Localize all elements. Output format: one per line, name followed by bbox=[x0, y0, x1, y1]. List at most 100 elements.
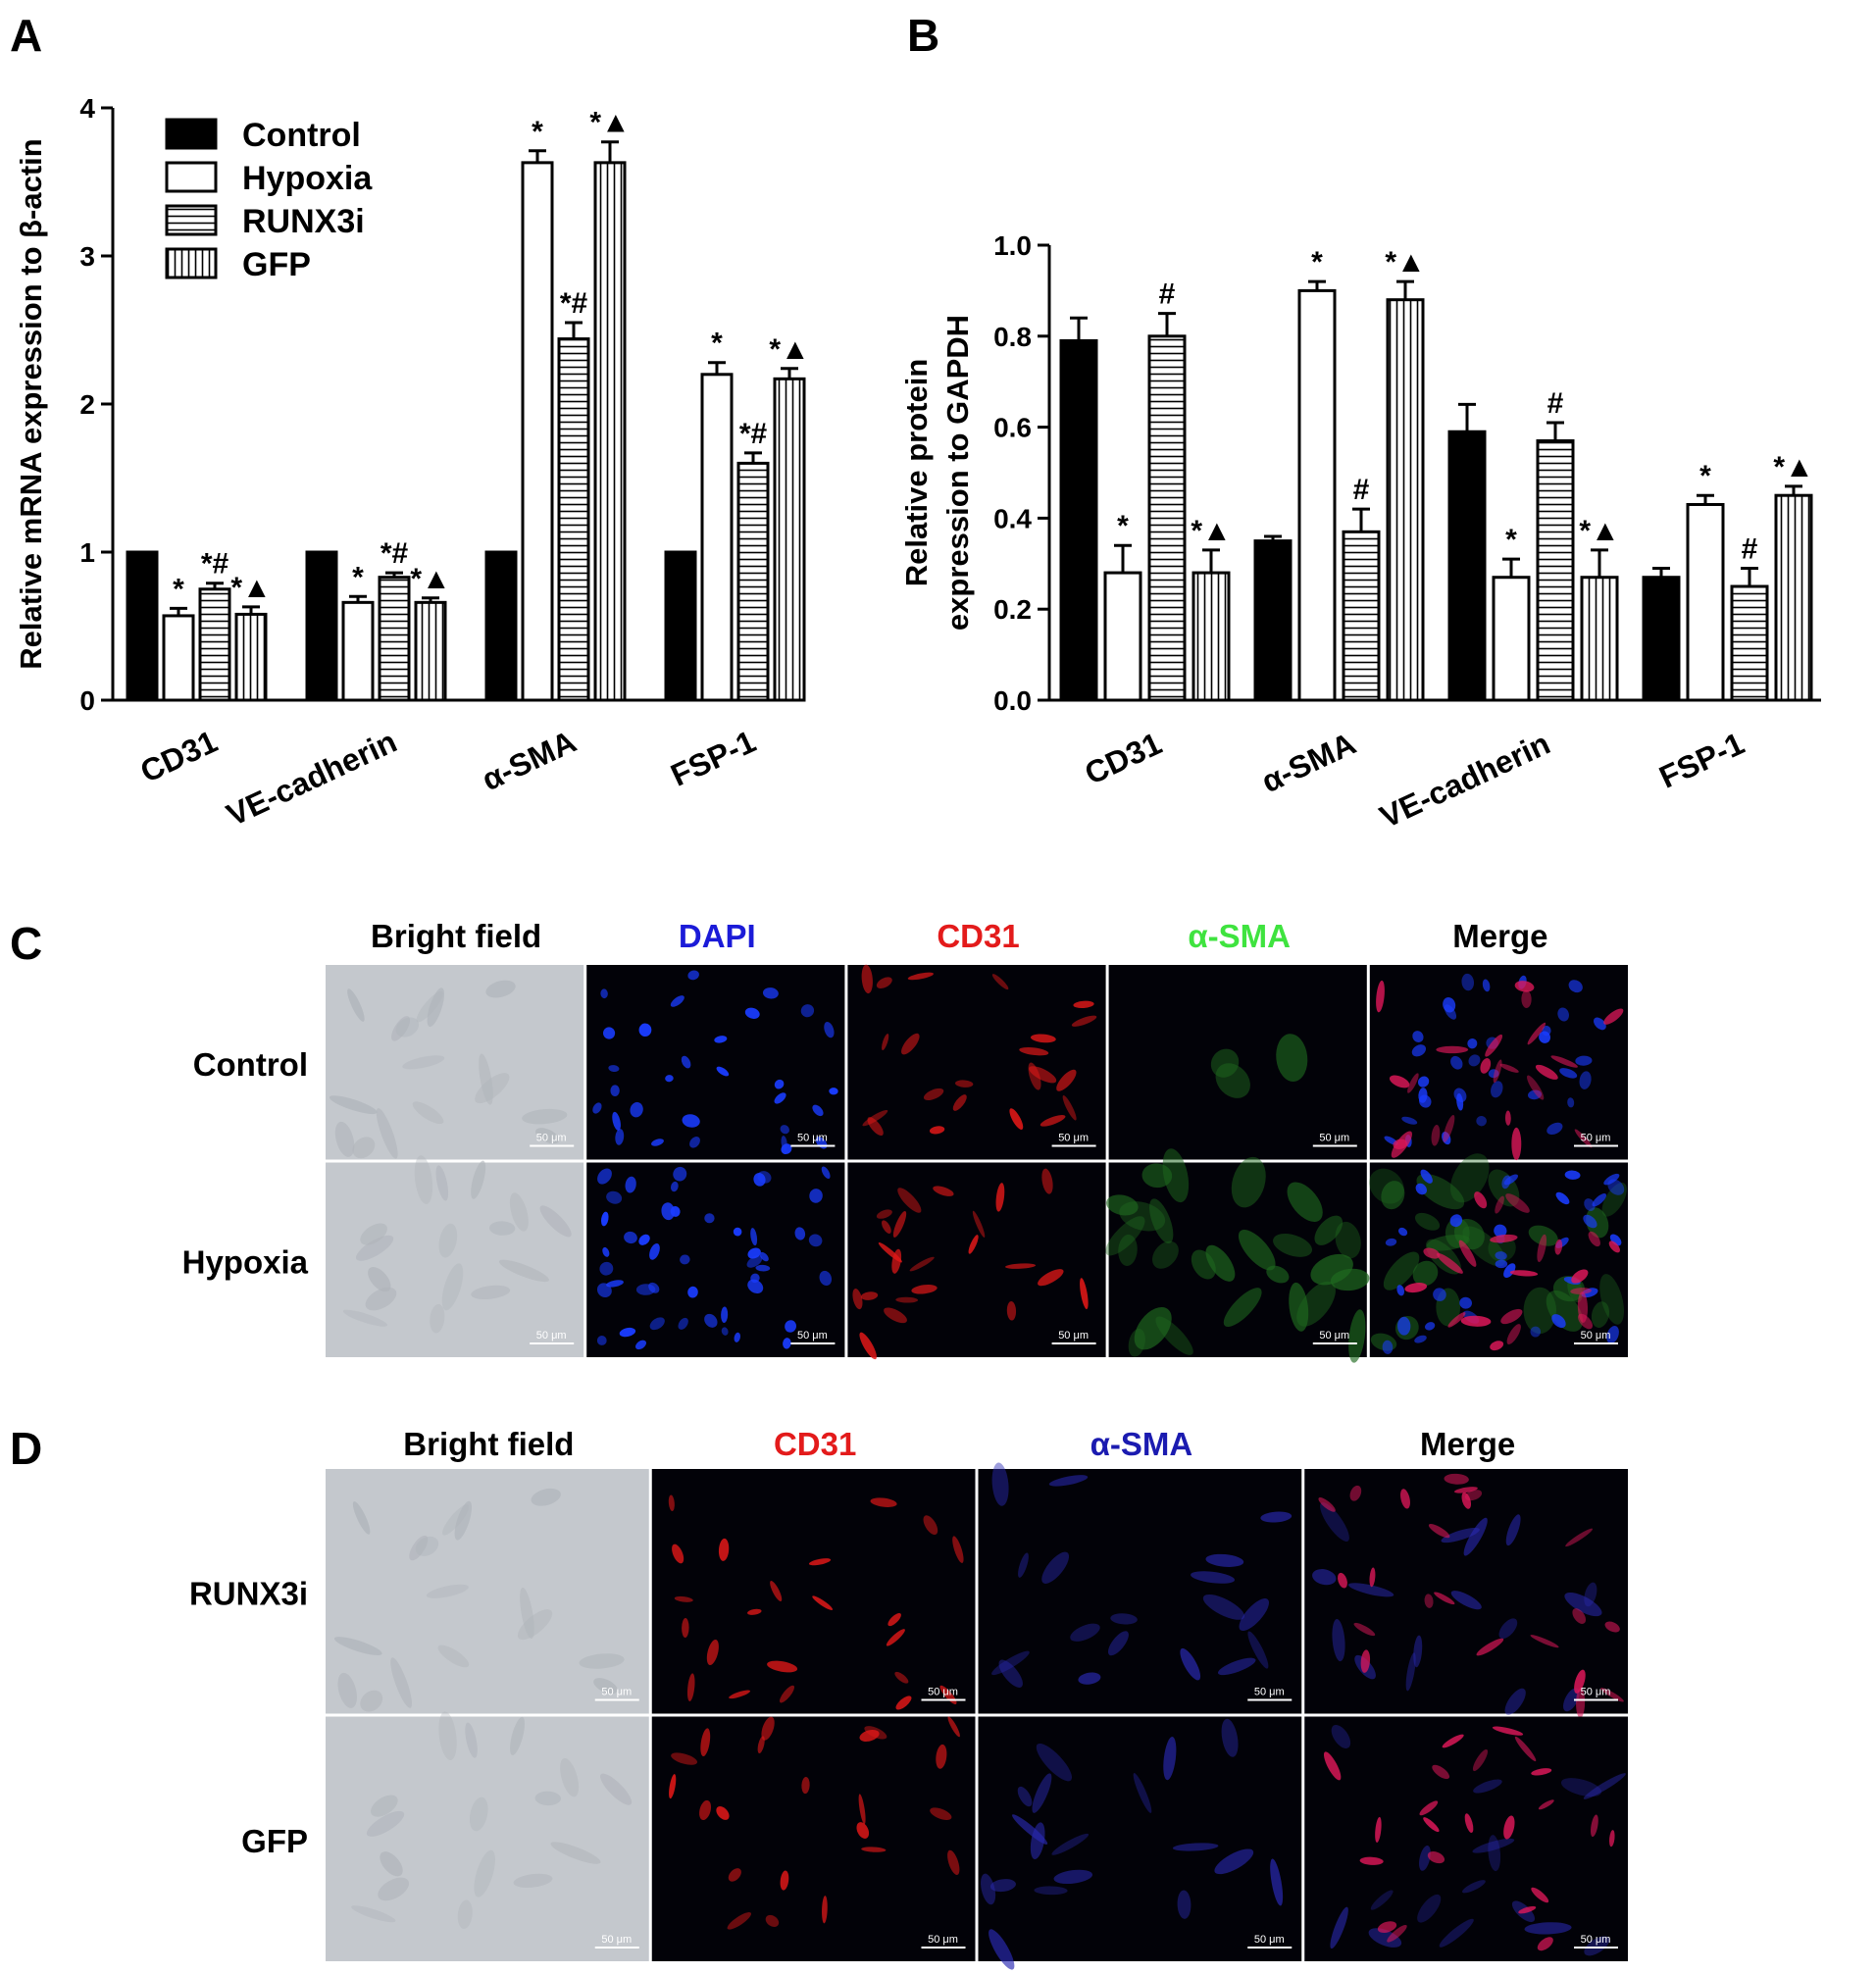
cell bbox=[1417, 1894, 1442, 1923]
bar-hypoxia bbox=[162, 614, 195, 702]
cell bbox=[808, 1558, 832, 1566]
cell bbox=[759, 1251, 769, 1262]
cell bbox=[1551, 1314, 1566, 1329]
significance-mark: *▲ bbox=[1385, 246, 1425, 278]
cell bbox=[1537, 1937, 1553, 1951]
cell bbox=[510, 1716, 526, 1755]
cell bbox=[534, 1791, 561, 1806]
cell bbox=[1560, 1778, 1602, 1797]
cell bbox=[1443, 996, 1456, 1013]
cell bbox=[1495, 1251, 1507, 1260]
cell bbox=[1017, 1786, 1033, 1807]
cell bbox=[469, 1797, 488, 1832]
cell bbox=[1600, 1688, 1624, 1702]
cell bbox=[930, 1807, 952, 1820]
bar-hypoxia bbox=[1103, 571, 1142, 702]
cell bbox=[1118, 1234, 1138, 1266]
legend: Control Hypoxia RUNX3i GFP bbox=[165, 117, 373, 283]
cell bbox=[1443, 1114, 1455, 1142]
cell bbox=[1223, 1288, 1262, 1328]
cell bbox=[1594, 1017, 1606, 1031]
cell bbox=[669, 1774, 677, 1799]
cell bbox=[1433, 1288, 1446, 1301]
cell bbox=[762, 987, 779, 999]
cell bbox=[1528, 1225, 1558, 1246]
cell bbox=[1608, 1830, 1615, 1847]
cell bbox=[947, 1849, 960, 1875]
cell bbox=[1472, 1748, 1489, 1772]
cell bbox=[1431, 1125, 1441, 1146]
cell bbox=[1498, 1618, 1518, 1640]
cell bbox=[1353, 1622, 1376, 1637]
micrograph-background bbox=[847, 965, 1106, 1160]
cell bbox=[780, 1870, 789, 1891]
cell bbox=[635, 1340, 647, 1350]
cell bbox=[337, 1672, 357, 1708]
significance-mark: # bbox=[1159, 278, 1176, 311]
cell bbox=[1530, 1635, 1559, 1648]
cell bbox=[1349, 1485, 1362, 1501]
cell bbox=[852, 1289, 863, 1310]
significance-mark: # bbox=[1547, 387, 1564, 420]
scale-bar-label: 50 μm bbox=[1319, 1133, 1349, 1144]
cell bbox=[721, 1306, 729, 1323]
cell bbox=[861, 1847, 887, 1852]
cell bbox=[1503, 1174, 1518, 1186]
cell bbox=[1537, 1234, 1546, 1263]
column-header: CD31 bbox=[937, 918, 1019, 954]
bar-runx3i bbox=[1536, 439, 1575, 702]
scale-bar-label: 50 μm bbox=[1319, 1330, 1349, 1341]
cell bbox=[1453, 1487, 1478, 1493]
cell bbox=[716, 1066, 730, 1077]
scale-bar-label: 50 μm bbox=[1254, 1687, 1285, 1698]
cell bbox=[1051, 1833, 1090, 1855]
significance-mark: * bbox=[1117, 510, 1129, 542]
row-label: GFP bbox=[241, 1823, 308, 1859]
scale-bar-label: 50 μm bbox=[1581, 1934, 1611, 1946]
micrograph-cd31: 50 μm bbox=[847, 964, 1106, 1160]
micrograph-bright: 50 μm bbox=[326, 965, 584, 1160]
cell bbox=[876, 977, 892, 988]
significance-mark: * bbox=[532, 116, 543, 148]
cell bbox=[1009, 1108, 1024, 1130]
cell bbox=[1528, 1089, 1543, 1100]
cell bbox=[1485, 1034, 1503, 1057]
column-header: CD31 bbox=[774, 1426, 856, 1462]
micrograph-dapi: 50 μm bbox=[586, 1162, 845, 1357]
cell bbox=[747, 1608, 762, 1615]
cell bbox=[1579, 1071, 1592, 1089]
cell bbox=[651, 1139, 664, 1146]
x-tick-label: VE-cadherin bbox=[222, 724, 402, 834]
significance-mark: *# bbox=[739, 418, 768, 450]
cell bbox=[876, 1209, 892, 1219]
row-label: Control bbox=[193, 1046, 308, 1083]
cell bbox=[1221, 1718, 1239, 1757]
cell bbox=[635, 1284, 656, 1295]
cell bbox=[991, 1462, 1009, 1506]
cell bbox=[1503, 1263, 1516, 1279]
micrograph-background bbox=[1108, 965, 1367, 1160]
cell bbox=[1539, 1031, 1550, 1043]
bar-runx3i bbox=[736, 461, 770, 702]
cell bbox=[886, 1629, 905, 1646]
cell bbox=[351, 1905, 396, 1923]
bar-gfp bbox=[773, 377, 806, 702]
cell bbox=[1347, 1583, 1394, 1597]
cell bbox=[1571, 1269, 1589, 1284]
cell bbox=[1152, 1240, 1179, 1269]
cell bbox=[689, 1137, 700, 1148]
cell bbox=[1463, 1517, 1488, 1556]
cell bbox=[1601, 1183, 1627, 1217]
cell bbox=[829, 1088, 838, 1095]
cell bbox=[767, 1660, 798, 1673]
scale-bar-label: 50 μm bbox=[1058, 1133, 1089, 1144]
legend-swatch-control bbox=[165, 118, 218, 150]
cell bbox=[809, 1189, 823, 1203]
cell bbox=[1436, 1252, 1463, 1274]
cell bbox=[1461, 1880, 1486, 1894]
cell bbox=[1381, 1181, 1405, 1210]
cell bbox=[780, 1125, 789, 1135]
cell bbox=[1348, 1309, 1366, 1363]
cell bbox=[744, 1007, 760, 1019]
cell bbox=[1592, 1193, 1606, 1207]
